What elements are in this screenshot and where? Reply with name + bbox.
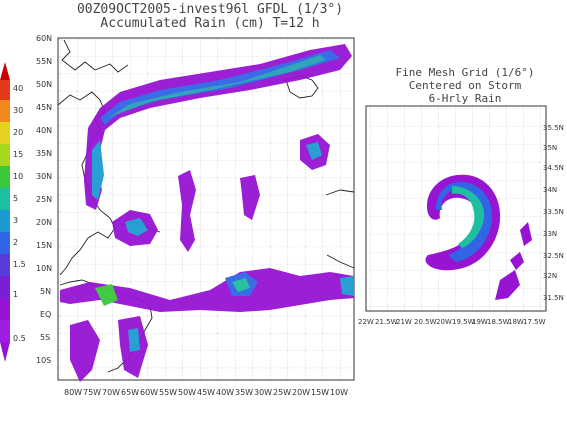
inset-lon-label: 18.5W [487,318,510,326]
inset-lon-label: 20.5W [414,318,437,326]
colorbar-label: 3 [13,216,19,225]
lat-label: 20N [36,218,53,227]
inset-lat-label: 32.5N [543,252,564,260]
inset-lon-label: 17.5W [523,318,546,326]
lon-axis: 80W 75W 70W 65W 60W 55W 50W 45W 40W 35W … [64,388,364,398]
lat-label: 60N [36,34,53,43]
colorbar-label: 10 [13,172,24,181]
inset-lat-label: 34.5N [543,164,564,172]
inset-lat-label: 33.5N [543,208,564,216]
rain-field [60,44,354,382]
lat-label: 25N [36,195,53,204]
lat-label: 15N [36,241,53,250]
inset-lat-label: 33N [543,230,558,238]
lon-label: 30W [254,388,273,397]
lon-label: 70W [102,388,121,397]
lon-label: 25W [273,388,292,397]
colorbar-label: 1 [13,290,19,299]
lat-label: 35N [36,149,53,158]
lon-label: 35W [235,388,254,397]
inset-lon-label: 19.5W [452,318,475,326]
lat-label: EQ [40,310,52,319]
lon-label: 15W [311,388,330,397]
inset-lat-label: 34N [543,186,558,194]
colorbar [0,62,10,362]
inset-lat-label: 35N [543,144,558,152]
colorbar-label: 20 [13,128,24,137]
main-map-title-line1: 00Z09OCT2005-invest96l GFDL (1/3°) [76,2,344,17]
main-map-title-line2: Accumulated Rain (cm) T=12 h [100,16,320,31]
lat-label: 45N [36,103,53,112]
inset-lon-axis: 22W 21.5W 21W 20.5W 20W 19.5W 19W 18.5W … [358,318,558,328]
inset-lon-label: 22W [358,318,374,326]
lat-label: 10S [36,356,52,365]
lon-label: 20W [292,388,311,397]
inset-title-line1: Fine Mesh Grid (1/6°) [395,66,535,79]
inset-map-frame [365,105,547,312]
inset-lon-label: 21.5W [375,318,398,326]
lon-label: 40W [216,388,235,397]
colorbar-label: 1.5 [13,260,26,269]
inset-lat-label: 31.5N [543,294,564,302]
inset-title-line3: 6-Hrly Rain [428,92,502,105]
colorbar-label: 5 [13,194,19,203]
colorbar-label: 0.5 [13,334,26,343]
lat-label: 5N [40,287,52,296]
inset-lon-label: 20W [436,318,452,326]
colorbar-label: 30 [13,106,24,115]
inset-lat-label: 32N [543,272,558,280]
lon-label: 55W [159,388,178,397]
lon-label: 75W [83,388,102,397]
colorbar-label: 2 [13,238,19,247]
lat-label: 55N [36,57,53,66]
inset-storm-rain [425,174,532,300]
lon-label: 10W [330,388,349,397]
inset-title-line2: Centered on Storm [408,79,522,92]
lat-label: 50N [36,80,53,89]
lon-label: 60W [140,388,159,397]
inset-lon-label: 21W [396,318,412,326]
colorbar-label: 40 [13,84,24,93]
lon-label: 50W [178,388,197,397]
colorbar-label: 15 [13,150,24,159]
lat-label: 5S [40,333,51,342]
lon-label: 80W [64,388,83,397]
inset-lon-label: 19W [472,318,488,326]
inset-lat-label: 35.5N [543,124,564,132]
lon-label: 45W [197,388,216,397]
lat-label: 10N [36,264,53,273]
lon-label: 65W [121,388,140,397]
lat-label: 30N [36,172,53,181]
inset-lon-label: 18W [508,318,524,326]
lat-label: 40N [36,126,53,135]
